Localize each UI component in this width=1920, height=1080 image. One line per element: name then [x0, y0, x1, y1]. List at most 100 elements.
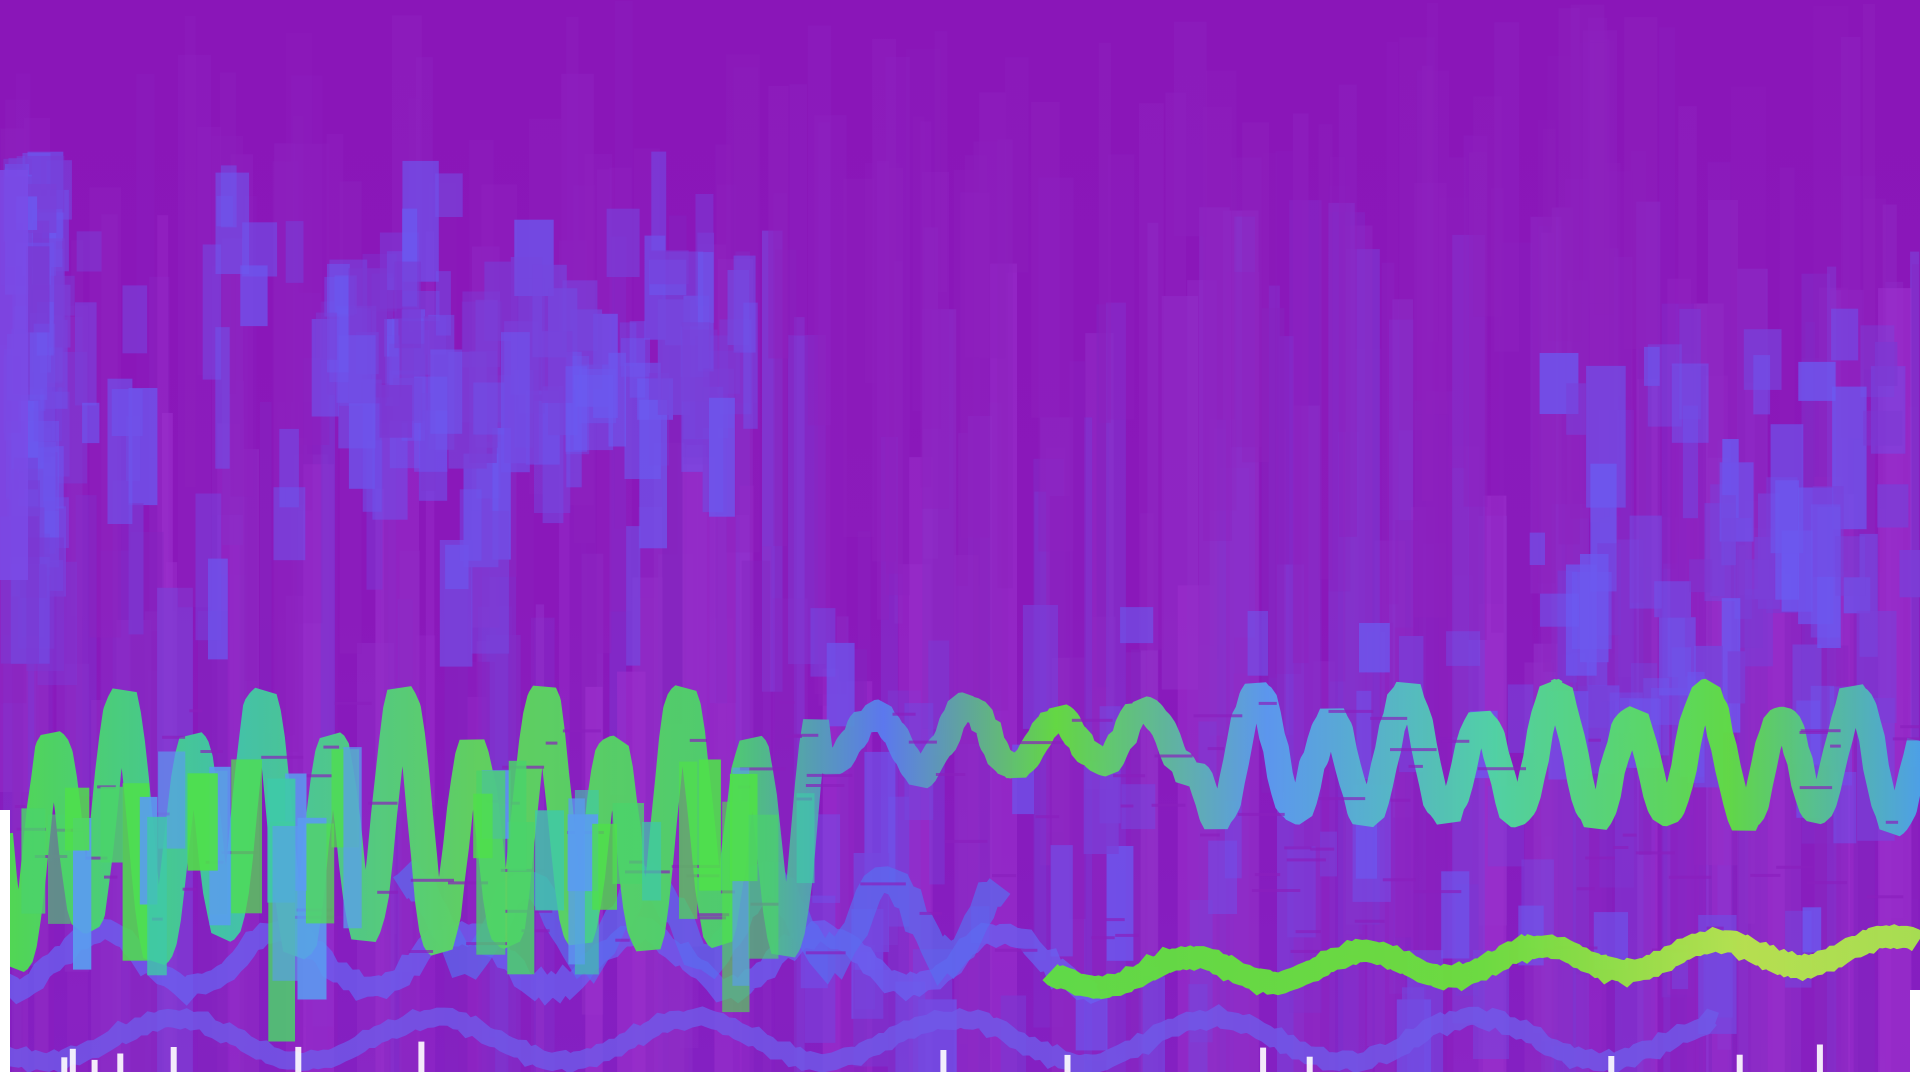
glitch-slice — [162, 735, 186, 739]
glitch-slice — [292, 774, 332, 778]
ribbon-spike — [612, 803, 644, 884]
ribbon-spike — [231, 759, 262, 914]
haze-block — [1586, 365, 1626, 508]
indigo-ribbon — [0, 916, 1102, 1006]
ribbon-spike — [73, 818, 92, 970]
haze-block — [215, 172, 250, 274]
glitch-slice — [860, 882, 906, 886]
haze-block — [1739, 594, 1763, 648]
streak — [1862, 4, 1876, 370]
haze-block — [1863, 410, 1903, 446]
streak — [1165, 92, 1186, 297]
glitch-slice — [261, 755, 304, 759]
haze-block — [619, 322, 637, 367]
streak — [1414, 182, 1447, 618]
haze-block — [1120, 607, 1154, 644]
streak — [197, 127, 221, 375]
glitch-slice — [739, 767, 786, 771]
ribbon-spike — [473, 793, 493, 859]
indigo-ribbon — [0, 1004, 1719, 1076]
haze-block — [1743, 329, 1782, 390]
haze-block — [649, 250, 689, 285]
ribbon-spike — [343, 747, 362, 929]
streak — [735, 251, 750, 856]
haze-block — [1247, 611, 1269, 676]
white-glitch — [295, 1046, 302, 1080]
haze-block — [1798, 361, 1836, 401]
haze-block — [620, 338, 650, 377]
glitch-slice — [1120, 804, 1134, 808]
glitch-slice — [189, 709, 203, 713]
glitch-slice — [1622, 833, 1637, 837]
glitch-slice — [1750, 873, 1781, 877]
haze-block — [1355, 819, 1377, 879]
haze-block — [1874, 341, 1898, 386]
streak — [920, 121, 932, 488]
glitch-slice — [994, 948, 1038, 952]
glitch-slice — [1635, 851, 1675, 855]
streak — [1399, 37, 1435, 431]
glitch-slice — [1776, 865, 1814, 869]
haze-block — [471, 510, 510, 654]
haze-block — [1679, 308, 1701, 420]
haze-block — [651, 151, 667, 252]
streak — [1463, 135, 1488, 507]
glitch-slice — [1830, 744, 1841, 748]
glitch-slice — [545, 741, 558, 745]
glitch-slice — [1588, 738, 1601, 742]
white-glitch — [1816, 1044, 1823, 1080]
glitch-slice — [1885, 820, 1899, 824]
glitch-slice — [182, 887, 197, 891]
haze-block — [338, 335, 376, 449]
streak — [1448, 157, 1466, 469]
streak — [818, 122, 831, 706]
haze-block — [459, 489, 482, 561]
streak — [1614, 539, 1644, 1080]
glitch-slice — [1370, 716, 1408, 720]
haze-block — [681, 322, 711, 402]
glitch-slice — [1900, 725, 1920, 729]
glitch-slice — [1799, 731, 1828, 734]
haze-block — [1831, 308, 1859, 361]
glitch-slice — [1413, 890, 1462, 894]
glitch-slice — [778, 701, 795, 704]
haze-block — [208, 558, 228, 660]
streak — [788, 335, 826, 665]
ribbon-spike — [592, 823, 617, 910]
glitch-slice — [1193, 714, 1243, 718]
glitch-slice — [792, 733, 819, 737]
streak — [1630, 151, 1646, 603]
glitch-slice — [1390, 798, 1411, 802]
haze-block — [1644, 346, 1660, 386]
haze-block — [1083, 761, 1119, 854]
streak — [559, 345, 570, 776]
ribbon-spike — [535, 810, 564, 911]
streak — [1096, 304, 1110, 688]
haze-block — [394, 261, 421, 349]
glitch-slice — [1668, 875, 1712, 879]
haze-block — [1208, 840, 1237, 914]
haze-block — [532, 264, 567, 358]
glitch-slice — [935, 773, 966, 776]
glitch-slice — [1035, 815, 1060, 819]
glitch-slice — [1286, 858, 1326, 862]
haze-block — [33, 323, 56, 442]
ribbon-spike — [698, 759, 721, 891]
streak — [768, 86, 789, 359]
haze-block — [445, 544, 469, 590]
glitch-slice — [410, 878, 454, 882]
haze-block — [1802, 907, 1822, 953]
haze-block — [1566, 383, 1586, 435]
haze-block — [1832, 386, 1867, 530]
glitch-slice — [1800, 729, 1841, 733]
white-glitch — [1736, 1054, 1743, 1080]
bottom-edge — [0, 1072, 1920, 1080]
haze-block — [1529, 532, 1545, 565]
streak — [387, 277, 397, 935]
left-bottom-edge — [0, 810, 10, 1080]
haze-block — [1647, 344, 1682, 427]
streak — [425, 231, 435, 805]
glitch-slice — [448, 881, 488, 885]
haze-block — [1689, 559, 1713, 593]
